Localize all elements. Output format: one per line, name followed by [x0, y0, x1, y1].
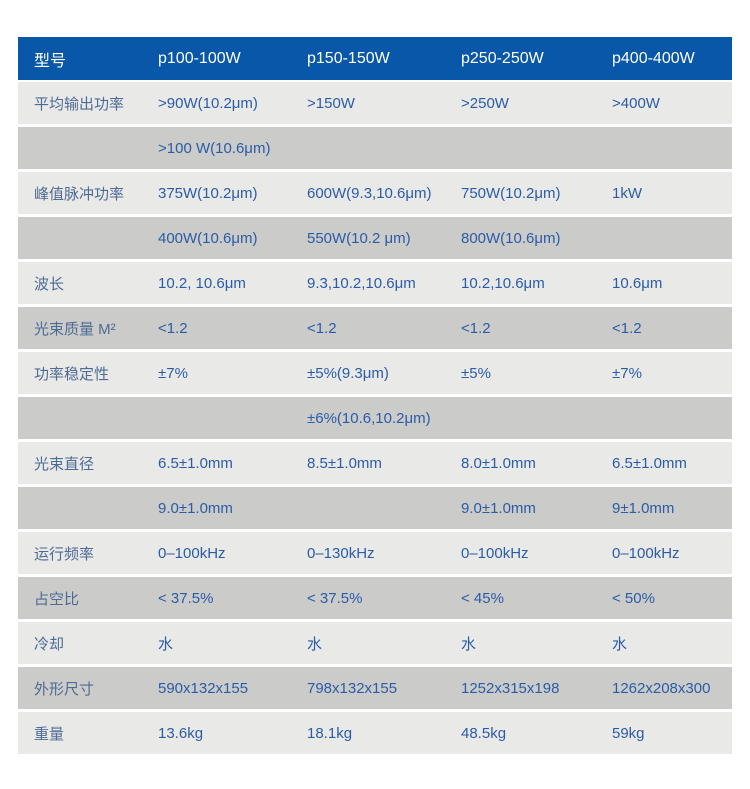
cell-value: < 45% [461, 589, 504, 607]
table-row: 占空比 < 37.5% < 37.5% < 45% < 50% [18, 577, 732, 619]
cell-value: 10.6μm [612, 274, 663, 292]
row-label: 重量 [34, 725, 65, 743]
cell-value [461, 127, 612, 169]
header-cell-model: p100-100W [158, 49, 241, 67]
row-label: 光束质量 M² [34, 320, 116, 338]
cell-value: 6.5±1.0mm [158, 454, 233, 472]
cell-value: ±6%(10.6,10.2μm) [307, 409, 431, 427]
table-row: 功率稳定性 ±7% ±5%(9.3μm) ±5% ±7% [18, 352, 732, 394]
cell-value: 0–130kHz [307, 544, 375, 562]
cell-value [612, 217, 732, 259]
table-row: 运行频率 0–100kHz 0–130kHz 0–100kHz 0–100kHz [18, 532, 732, 574]
cell-value: 9±1.0mm [612, 499, 675, 517]
cell-value: 13.6kg [158, 724, 204, 742]
row-label: 峰值脉冲功率 [34, 185, 125, 203]
cell-value: >100 W(10.6μm) [158, 139, 271, 157]
cell-value: 550W(10.2 μm) [307, 229, 411, 247]
header-cell-model: p250-250W [461, 49, 544, 67]
row-label: 外形尺寸 [34, 680, 95, 698]
cell-value: < 37.5% [158, 589, 214, 607]
spec-table: 型号 p100-100W p150-150W p250-250W p400-400W 平… [18, 37, 732, 754]
table-row: 冷却 水 水 水 水 [18, 622, 732, 664]
cell-value: 水 [158, 635, 174, 653]
cell-value: 9.0±1.0mm [158, 499, 233, 517]
cell-value: <1.2 [612, 319, 642, 337]
row-label [18, 217, 158, 259]
cell-value: >90W(10.2μm) [158, 94, 258, 112]
header-cell-model: p150-150W [307, 49, 390, 67]
cell-value: 水 [461, 635, 477, 653]
table-header-row: 型号 p100-100W p150-150W p250-250W p400-400W [18, 37, 732, 80]
header-cell-spec-label: 型号 [34, 52, 67, 70]
cell-value: <1.2 [158, 319, 188, 337]
cell-value: 1kW [612, 184, 642, 202]
row-label: 冷却 [34, 635, 65, 653]
row-label: 波长 [34, 275, 65, 293]
cell-value: 8.5±1.0mm [307, 454, 382, 472]
cell-value: 水 [612, 635, 628, 653]
cell-value: 400W(10.6μm) [158, 229, 258, 247]
cell-value: 600W(9.3,10.6μm) [307, 184, 432, 202]
table-row: 波长 10.2, 10.6μm 9.3,10.2,10.6μm 10.2,10.6μm… [18, 262, 732, 304]
cell-value: ±7% [158, 364, 188, 382]
cell-value: 9.3,10.2,10.6μm [307, 274, 416, 292]
table-row: 光束质量 M² <1.2 <1.2 <1.2 <1.2 [18, 307, 732, 349]
cell-value: >250W [461, 94, 509, 112]
cell-value: 9.0±1.0mm [461, 499, 536, 517]
cell-value: 0–100kHz [461, 544, 529, 562]
cell-value: <1.2 [461, 319, 491, 337]
cell-value: 水 [307, 635, 323, 653]
table-row: 400W(10.6μm) 550W(10.2 μm) 800W(10.6μm) [18, 217, 732, 259]
table-row: 光束直径 6.5±1.0mm 8.5±1.0mm 8.0±1.0mm 6.5±1.0mm [18, 442, 732, 484]
table-row: >100 W(10.6μm) [18, 127, 732, 169]
cell-value [612, 397, 732, 439]
row-label [18, 487, 158, 529]
cell-value: 1262x208x300 [612, 679, 711, 697]
cell-value: 6.5±1.0mm [612, 454, 687, 472]
table-row: 外形尺寸 590x132x155 798x132x155 1252x315x198 12… [18, 667, 732, 709]
row-label: 光束直径 [34, 455, 95, 473]
cell-value: <1.2 [307, 319, 337, 337]
cell-value: 590x132x155 [158, 679, 249, 697]
row-label [18, 397, 158, 439]
cell-value: 0–100kHz [158, 544, 226, 562]
header-cell-model: p400-400W [612, 49, 695, 67]
row-label: 平均输出功率 [34, 95, 125, 113]
cell-value: 800W(10.6μm) [461, 229, 561, 247]
cell-value: < 50% [612, 589, 655, 607]
table-row: ±6%(10.6,10.2μm) [18, 397, 732, 439]
cell-value: < 37.5% [307, 589, 363, 607]
cell-value [158, 397, 307, 439]
cell-value: >150W [307, 94, 355, 112]
cell-value [307, 487, 461, 529]
row-label: 占空比 [34, 590, 80, 608]
table-row: 9.0±1.0mm 9.0±1.0mm 9±1.0mm [18, 487, 732, 529]
cell-value [461, 397, 612, 439]
cell-value [612, 127, 732, 169]
cell-value: 1252x315x198 [461, 679, 560, 697]
cell-value: >400W [612, 94, 660, 112]
cell-value: 10.2,10.6μm [461, 274, 545, 292]
table-row: 峰值脉冲功率 375W(10.2μm) 600W(9.3,10.6μm) 750W(1… [18, 172, 732, 214]
cell-value: 59kg [612, 724, 645, 742]
row-label: 功率稳定性 [34, 365, 110, 383]
cell-value: 18.1kg [307, 724, 353, 742]
cell-value: ±7% [612, 364, 642, 382]
cell-value: 48.5kg [461, 724, 507, 742]
table-row: 重量 13.6kg 18.1kg 48.5kg 59kg [18, 712, 732, 754]
table-row: 平均输出功率 >90W(10.2μm) >150W >250W >400W [18, 82, 732, 124]
row-label: 运行频率 [34, 545, 95, 563]
cell-value: ±5%(9.3μm) [307, 364, 389, 382]
cell-value: 0–100kHz [612, 544, 680, 562]
cell-value [307, 127, 461, 169]
cell-value: 8.0±1.0mm [461, 454, 536, 472]
cell-value: 798x132x155 [307, 679, 398, 697]
row-label [18, 127, 158, 169]
cell-value: ±5% [461, 364, 491, 382]
cell-value: 10.2, 10.6μm [158, 274, 246, 292]
cell-value: 750W(10.2μm) [461, 184, 561, 202]
cell-value: 375W(10.2μm) [158, 184, 258, 202]
